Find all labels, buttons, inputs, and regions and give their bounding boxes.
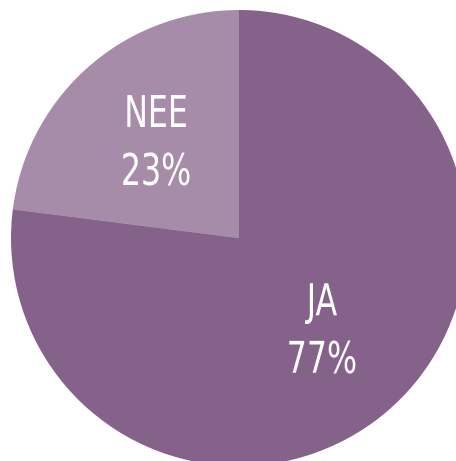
slice-category-label: NEE [124,87,188,139]
slice-category-label: JA [305,275,337,327]
slice-value-label: 23% [121,145,191,197]
pie-slice [11,10,456,461]
pie-slice [12,10,239,238]
slice-value-label: 77% [287,333,357,385]
